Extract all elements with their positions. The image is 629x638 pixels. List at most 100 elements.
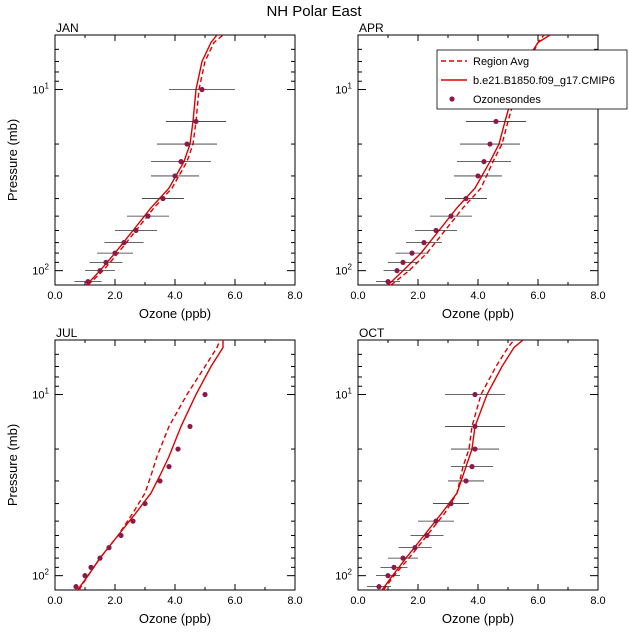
y-tick-label: 102 xyxy=(335,263,352,278)
ozonesonde-point xyxy=(385,573,391,579)
legend-label: Ozonesondes xyxy=(473,94,541,106)
ozonesonde-point xyxy=(121,240,127,246)
ozonesonde-point xyxy=(421,240,427,246)
panel-title: JUL xyxy=(56,326,78,340)
x-tick-label: 4.0 xyxy=(470,290,485,302)
x-tick-label: 6.0 xyxy=(227,290,242,302)
ozonesonde-point xyxy=(187,423,193,430)
ozonesonde-point xyxy=(202,391,208,398)
ozonesonde-point xyxy=(472,423,478,430)
y-tick-label: 102 xyxy=(32,263,49,278)
ozonesonde-point xyxy=(394,268,400,274)
x-tick-label: 8.0 xyxy=(287,290,302,302)
ozonesonde-point xyxy=(493,118,499,125)
y-tick-label: 102 xyxy=(335,568,352,583)
ozonesonde-point xyxy=(433,518,439,524)
ozonesonde-point xyxy=(157,478,163,484)
ozonesonde-point xyxy=(448,500,454,507)
y-tick-label: 101 xyxy=(335,82,352,97)
x-axis-label: Ozone (ppb) xyxy=(442,611,514,626)
ozonesonde-point xyxy=(85,279,91,285)
ozonesonde-point xyxy=(130,518,136,524)
ozonesonde-point xyxy=(424,532,430,539)
x-axis-label: Ozone (ppb) xyxy=(139,611,211,626)
panel-jul: JUL 0.0 2.0 4.0 6.0 8.0 101 102 Ozone (ppb) Press… xyxy=(5,326,303,626)
ozonesonde-point xyxy=(184,141,190,147)
ozonesonde-point xyxy=(400,259,406,265)
x-axis-label: Ozone (ppb) xyxy=(442,306,514,321)
plot-frame xyxy=(357,339,599,591)
legend-label: Region Avg xyxy=(473,56,529,68)
ozonesonde-point xyxy=(412,545,418,551)
panel-apr: APR 0.0 2.0 4.0 6.0 8.0 101 102 Ozone (ppb) xyxy=(335,21,605,321)
ozonesonde-point xyxy=(400,555,406,561)
x-tick-label: 4.0 xyxy=(470,595,485,607)
plot-area xyxy=(376,35,551,285)
x-tick-label: 8.0 xyxy=(590,290,605,302)
plot-area xyxy=(73,340,224,590)
plot-area xyxy=(74,35,235,285)
x-tick-label: 0.0 xyxy=(47,290,62,302)
legend-marker xyxy=(449,96,455,102)
ozonesonde-point xyxy=(103,259,109,265)
ozonesonde-point xyxy=(97,268,103,274)
y-tick-label: 102 xyxy=(32,568,49,583)
ozonesonde-point xyxy=(481,159,487,165)
legend: Region Avg b.e21.B1850.f09_g17.CMIP6 Ozone… xyxy=(436,49,628,110)
model-line xyxy=(85,35,218,285)
panel-title: OCT xyxy=(359,326,385,340)
ozonesonde-point xyxy=(463,478,469,484)
ozonesonde-point xyxy=(88,564,94,570)
x-tick-label: 6.0 xyxy=(530,290,545,302)
region-avg-line xyxy=(87,35,224,285)
x-tick-label: 2.0 xyxy=(107,290,122,302)
y-axis-label: Pressure (mb) xyxy=(5,424,20,506)
ozonesonde-point xyxy=(475,173,481,179)
plot-frame xyxy=(54,34,296,286)
x-tick-label: 0.0 xyxy=(350,290,365,302)
y-axis-label: Pressure (mb) xyxy=(5,119,20,201)
x-tick-label: 2.0 xyxy=(410,595,425,607)
model-line xyxy=(381,340,524,590)
y-tick-label: 101 xyxy=(335,387,352,402)
ozonesonde-point xyxy=(193,118,199,125)
x-tick-label: 0.0 xyxy=(47,595,62,607)
ozonesonde-point xyxy=(385,279,391,285)
ozonesonde-point xyxy=(199,86,205,93)
ozonesonde-point xyxy=(133,227,139,234)
ozonesonde-point xyxy=(409,250,415,256)
ozonesonde-point xyxy=(376,584,382,590)
ozonesonde-point xyxy=(448,213,454,219)
x-tick-label: 6.0 xyxy=(227,595,242,607)
plot-frame xyxy=(54,339,296,591)
x-axis-label: Ozone (ppb) xyxy=(139,306,211,321)
x-tick-label: 8.0 xyxy=(287,595,302,607)
model-line xyxy=(76,340,224,590)
ozonesonde-point xyxy=(73,584,79,590)
panel-title: APR xyxy=(359,21,384,35)
ozonesonde-point xyxy=(469,464,475,470)
ozonesonde-point xyxy=(433,227,439,234)
ozonesonde-point xyxy=(463,195,469,202)
x-tick-label: 2.0 xyxy=(410,290,425,302)
ozonesonde-point xyxy=(160,195,166,202)
plot-area xyxy=(367,340,524,590)
x-tick-label: 8.0 xyxy=(590,595,605,607)
x-tick-label: 6.0 xyxy=(530,595,545,607)
ozonesonde-point xyxy=(172,173,178,179)
x-tick-label: 4.0 xyxy=(167,595,182,607)
ozonesonde-point xyxy=(166,464,172,470)
panel-jan: JAN 0.0 2.0 4.0 6.0 8.0 101 102 Ozone (ppb) Press… xyxy=(5,21,303,321)
ozonesonde-point xyxy=(97,555,103,561)
region-avg-line xyxy=(78,340,221,590)
panel-title: JAN xyxy=(56,21,79,35)
ozonesonde-point xyxy=(178,159,184,165)
ozonesonde-point xyxy=(487,141,493,147)
panels: JAN 0.0 2.0 4.0 6.0 8.0 101 102 Ozone (ppb) Press… xyxy=(5,21,606,626)
x-tick-label: 2.0 xyxy=(107,595,122,607)
ozonesonde-point xyxy=(82,573,88,579)
figure-title: NH Polar East xyxy=(266,3,362,20)
y-tick-label: 101 xyxy=(32,387,49,402)
ozonesonde-point xyxy=(472,391,478,398)
